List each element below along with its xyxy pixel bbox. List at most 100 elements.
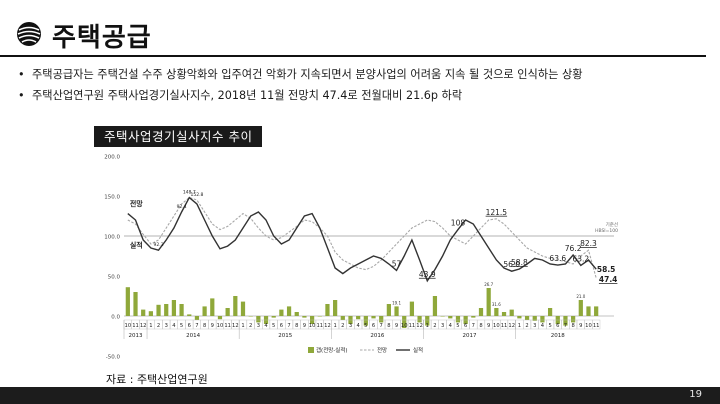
x-tick-label: 8 [571,323,574,329]
gap-bar [486,288,491,316]
gap-bar [432,296,438,316]
x-tick-label: 12 [140,323,147,329]
gap-bar [302,316,307,318]
year-label: 2018 [551,333,565,339]
x-tick-label: 7 [287,323,290,329]
x-tick-label: 2 [433,323,436,329]
data-label: 57 [392,259,402,268]
gap-bar [356,316,361,320]
gap-bar [279,309,284,316]
x-tick-label: 4 [264,323,268,329]
x-tick-label: 8 [203,323,206,329]
y-tick-label: 0.0 [111,315,120,321]
data-label: 82.3 [580,239,597,248]
gap-bar [248,316,253,317]
gap-bar [509,309,514,316]
x-tick-label: 1 [149,323,152,329]
gap-bar [471,316,476,318]
bullet-list: 주택공급자는 주택건설 수주 상황악화와 입주여건 악화가 지속되면서 분양사업… [18,64,583,106]
x-tick-label: 1 [333,323,336,329]
gap-bar [517,316,522,319]
x-tick-label: 9 [303,323,306,329]
gap-bar [532,316,537,321]
gap-bar [133,292,138,316]
x-tick-label: 12 [508,323,515,329]
gap-bar [571,316,576,323]
x-tick-box [592,319,601,330]
year-label: 2017 [462,333,476,339]
gap-bar [448,316,453,319]
year-label: 2016 [370,333,384,339]
x-tick-label: 4 [172,323,176,329]
y-tick-label: 150.0 [104,195,120,201]
gap-bar [578,300,583,316]
gap-label: 26.7 [484,282,493,287]
x-tick-label: 10 [585,323,592,329]
x-tick-label: 11 [224,323,231,329]
gap-bar [394,306,399,316]
gap-bar [455,316,461,323]
gap-bar [478,308,484,316]
x-tick-label: 11 [593,323,600,329]
gap-bar [547,308,553,316]
data-label: 63.2 [572,254,589,263]
gap-bar [164,304,169,316]
x-tick-label: 5 [180,323,183,329]
actual-line [127,196,597,283]
gap-bar [256,316,261,323]
x-tick-label: 3 [349,323,352,329]
data-label: 76.2 [565,244,582,253]
gap-bar [417,316,422,323]
legend-swatch-gap [308,347,314,353]
x-tick-label: 12 [324,323,331,329]
gap-bar [148,311,153,316]
gap-bar [540,316,545,323]
page-number: 19 [689,389,702,400]
y-tick-label: 100.0 [104,235,120,241]
x-tick-label: 6 [556,323,559,329]
gap-bar [141,309,146,316]
x-tick-label: 10 [401,323,408,329]
gap-bar [363,316,368,326]
y-tick-label: -50.0 [106,355,121,361]
gap-bar [524,316,530,320]
x-tick-label: 10 [125,323,132,329]
x-tick-label: 2 [341,323,344,329]
gap-bar [210,298,215,316]
footer-bar: 19 [0,387,720,404]
x-tick-label: 2 [525,323,528,329]
gap-bars [125,287,599,328]
x-tick-label: 10 [217,323,224,329]
x-tick-label: 3 [165,323,168,329]
x-tick-label: 5 [548,323,551,329]
x-tick-label: 9 [579,323,582,329]
data-label: 58.5 [597,265,616,274]
x-tick-label: 3 [533,323,536,329]
data-label: 63.6 [549,254,566,263]
x-tick-label: 1 [241,323,244,329]
series-label-actual: 실적 [130,241,143,250]
x-tick-label: 2 [249,323,252,329]
x-tick-label: 6 [464,323,467,329]
y-tick-label: 50.0 [108,275,121,281]
x-tick-label: 10 [493,323,500,329]
x-tick-label: 11 [501,323,508,329]
x-tick-label: 5 [364,323,367,329]
x-tick-label: 9 [487,323,490,329]
data-label: 92.3 [154,242,164,248]
gap-bar [271,316,276,318]
x-tick-label: 12 [416,323,423,329]
x-tick-label: 5 [456,323,459,329]
title-divider [0,55,706,57]
gap-bar [217,316,223,320]
x-tick-label: 2 [157,323,160,329]
gap-bar [371,316,376,319]
x-tick-label: 11 [316,323,323,329]
x-tick-label: 7 [564,323,567,329]
gap-label: 31.6 [492,302,501,307]
gap-bar [586,306,591,316]
x-tick-label: 11 [132,323,139,329]
gap-bar [187,314,192,316]
bullet-item: 주택산업연구원 주택사업경기실사지수, 2018년 11월 전망치 47.4로 … [18,85,583,106]
